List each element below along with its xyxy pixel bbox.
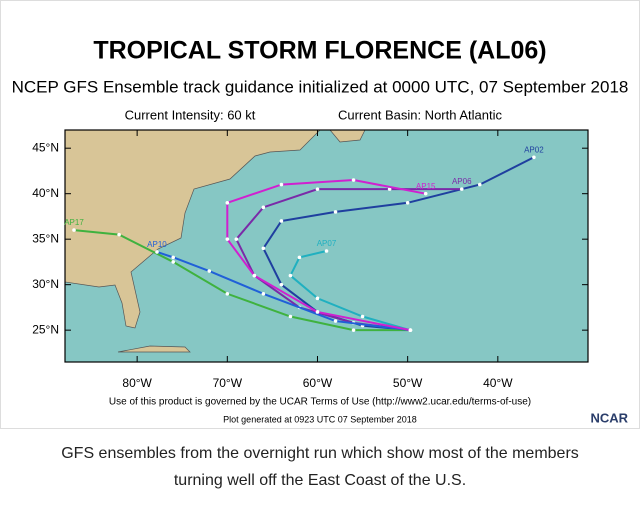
x-tick-label: 40°W (483, 376, 513, 390)
y-tick-label: 45°N (32, 140, 59, 154)
y-tick-label: 30°N (32, 277, 59, 291)
title: TROPICAL STORM FLORENCE (AL06) (93, 37, 546, 65)
track-point (279, 282, 284, 287)
track-point (234, 237, 239, 241)
y-tick-label: 35°N (32, 231, 59, 245)
track-point (225, 291, 230, 296)
x-tick-label: 70°W (213, 376, 243, 390)
track-point (288, 314, 293, 319)
track-point (155, 250, 159, 254)
track (226, 179, 426, 332)
map-figure: TROPICAL STORM FLORENCE (AL06) NCEP GFS … (0, 0, 640, 429)
track-label: AP07 (317, 239, 337, 248)
caption: GFS ensembles from the overnight run whi… (61, 445, 579, 489)
track-point (297, 255, 302, 260)
terms: Use of this product is governed by the U… (109, 397, 531, 408)
track-point (315, 187, 320, 191)
track-point (324, 249, 329, 253)
track-point (477, 182, 482, 187)
track-label: AP15 (416, 182, 436, 191)
track-point (360, 314, 365, 319)
track-point (72, 228, 76, 232)
track-point (315, 310, 320, 314)
track-point (408, 328, 413, 332)
track-point (315, 296, 320, 301)
track-point (261, 205, 266, 210)
generated: Plot generated at 0923 UTC 07 September … (223, 414, 417, 424)
logo: NCAR (590, 410, 628, 425)
track-point (261, 291, 266, 296)
track-point (333, 210, 338, 214)
land (117, 345, 191, 353)
x-tick-label: 50°W (393, 376, 423, 390)
track-point (288, 273, 293, 278)
track-point (279, 182, 284, 187)
track-point (225, 200, 230, 205)
land (64, 129, 321, 329)
subtitle: NCEP GFS Ensemble track guidance initial… (12, 77, 629, 96)
track-point (423, 191, 428, 196)
track-point (171, 260, 176, 264)
track-point (279, 219, 284, 223)
track-point (351, 328, 356, 332)
track-point (333, 319, 338, 323)
track-point (261, 246, 266, 251)
track-point (532, 155, 536, 160)
basin: Current Basin: North Atlantic (338, 107, 503, 122)
track-point (405, 200, 410, 205)
track-label: AP17 (64, 218, 84, 227)
track (156, 250, 411, 332)
track-label: AP02 (524, 145, 544, 154)
y-tick-label: 25°N (32, 322, 59, 336)
track-label: AP06 (452, 177, 472, 186)
track-point (117, 232, 121, 237)
intensity: Current Intensity: 60 kt (125, 107, 256, 122)
track-point (387, 187, 392, 191)
plot-frame (64, 129, 589, 363)
track-point (207, 269, 212, 273)
track-point (351, 178, 356, 182)
y-tick-label: 40°N (32, 186, 59, 200)
track-point (252, 273, 257, 278)
x-tick-label: 60°W (303, 376, 333, 390)
track-point (459, 187, 464, 191)
track (289, 250, 411, 332)
track-point (171, 255, 176, 260)
track-label: AP10 (147, 240, 167, 249)
track-point (225, 237, 230, 241)
x-tick-label: 80°W (122, 376, 152, 390)
